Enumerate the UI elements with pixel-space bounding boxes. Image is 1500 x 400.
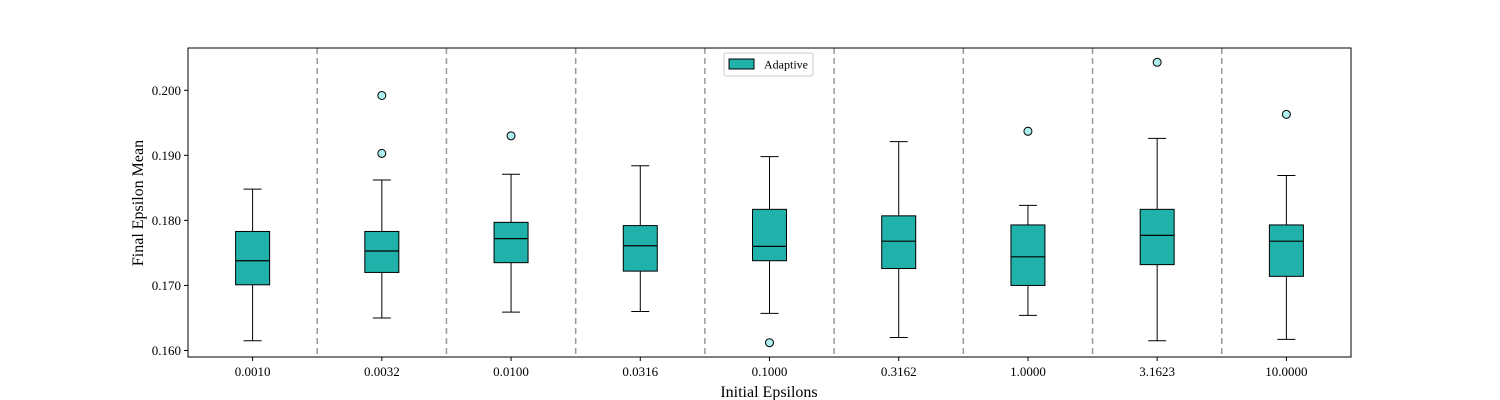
x-tick-label: 0.0100: [493, 364, 529, 379]
box-3.1623: [1139, 57, 1175, 342]
x-axis-label: Initial Epsilons: [720, 384, 817, 400]
box-iqr: [881, 215, 917, 270]
legend-swatch-adaptive: [728, 58, 755, 70]
y-tick-label: 0.160: [152, 343, 181, 358]
box-0.0316: [622, 165, 658, 312]
x-tick-label: 0.0010: [235, 364, 271, 379]
y-axis: 0.160 0.170 0.180 0.190 0.200: [152, 83, 188, 358]
x-axis: 0.0010 0.0032 0.0100 0.0316 0.1000 0.3162 1.00…: [235, 357, 1308, 379]
box-iqr: [1010, 224, 1046, 286]
box-iqr: [235, 230, 271, 286]
x-tick-label: 0.3162: [881, 364, 917, 379]
y-tick-label: 0.180: [152, 213, 181, 228]
x-tick-label: 0.0316: [622, 364, 658, 379]
box-series: [235, 57, 1304, 348]
y-axis-label: Final Epsilon Mean: [130, 140, 147, 266]
x-tick-label: 1.0000: [1010, 364, 1046, 379]
box-iqr: [364, 230, 400, 273]
box-iqr: [1139, 208, 1175, 266]
x-tick-label: 3.1623: [1139, 364, 1175, 379]
box-iqr: [752, 208, 787, 262]
box-0.1000: [752, 156, 787, 348]
y-tick-label: 0.190: [152, 148, 181, 163]
box-0.0032: [364, 90, 400, 319]
box-0.3162: [881, 141, 917, 338]
box-10.0000: [1268, 109, 1304, 340]
box-iqr: [493, 221, 529, 264]
outlier-point: [1281, 109, 1291, 119]
x-tick-label: 10.0000: [1265, 364, 1307, 379]
category-separators: [316, 48, 1223, 357]
box-iqr: [1268, 224, 1304, 277]
box-0.0100: [493, 131, 529, 313]
x-tick-label: 0.1000: [752, 364, 788, 379]
box-iqr: [622, 225, 658, 272]
outlier-point: [377, 90, 387, 100]
y-tick-label: 0.200: [152, 83, 181, 98]
y-tick-label: 0.170: [152, 278, 181, 293]
legend: Adaptive: [723, 52, 814, 77]
outlier-point: [1152, 57, 1162, 67]
outlier-point: [765, 338, 774, 348]
box-1.0000: [1010, 126, 1046, 316]
outlier-point: [377, 148, 387, 158]
legend-label-adaptive: Adaptive: [764, 58, 808, 72]
box-0.0010: [235, 188, 271, 342]
outlier-point: [506, 131, 516, 141]
outlier-point: [1023, 126, 1033, 136]
x-tick-label: 0.0032: [364, 364, 400, 379]
